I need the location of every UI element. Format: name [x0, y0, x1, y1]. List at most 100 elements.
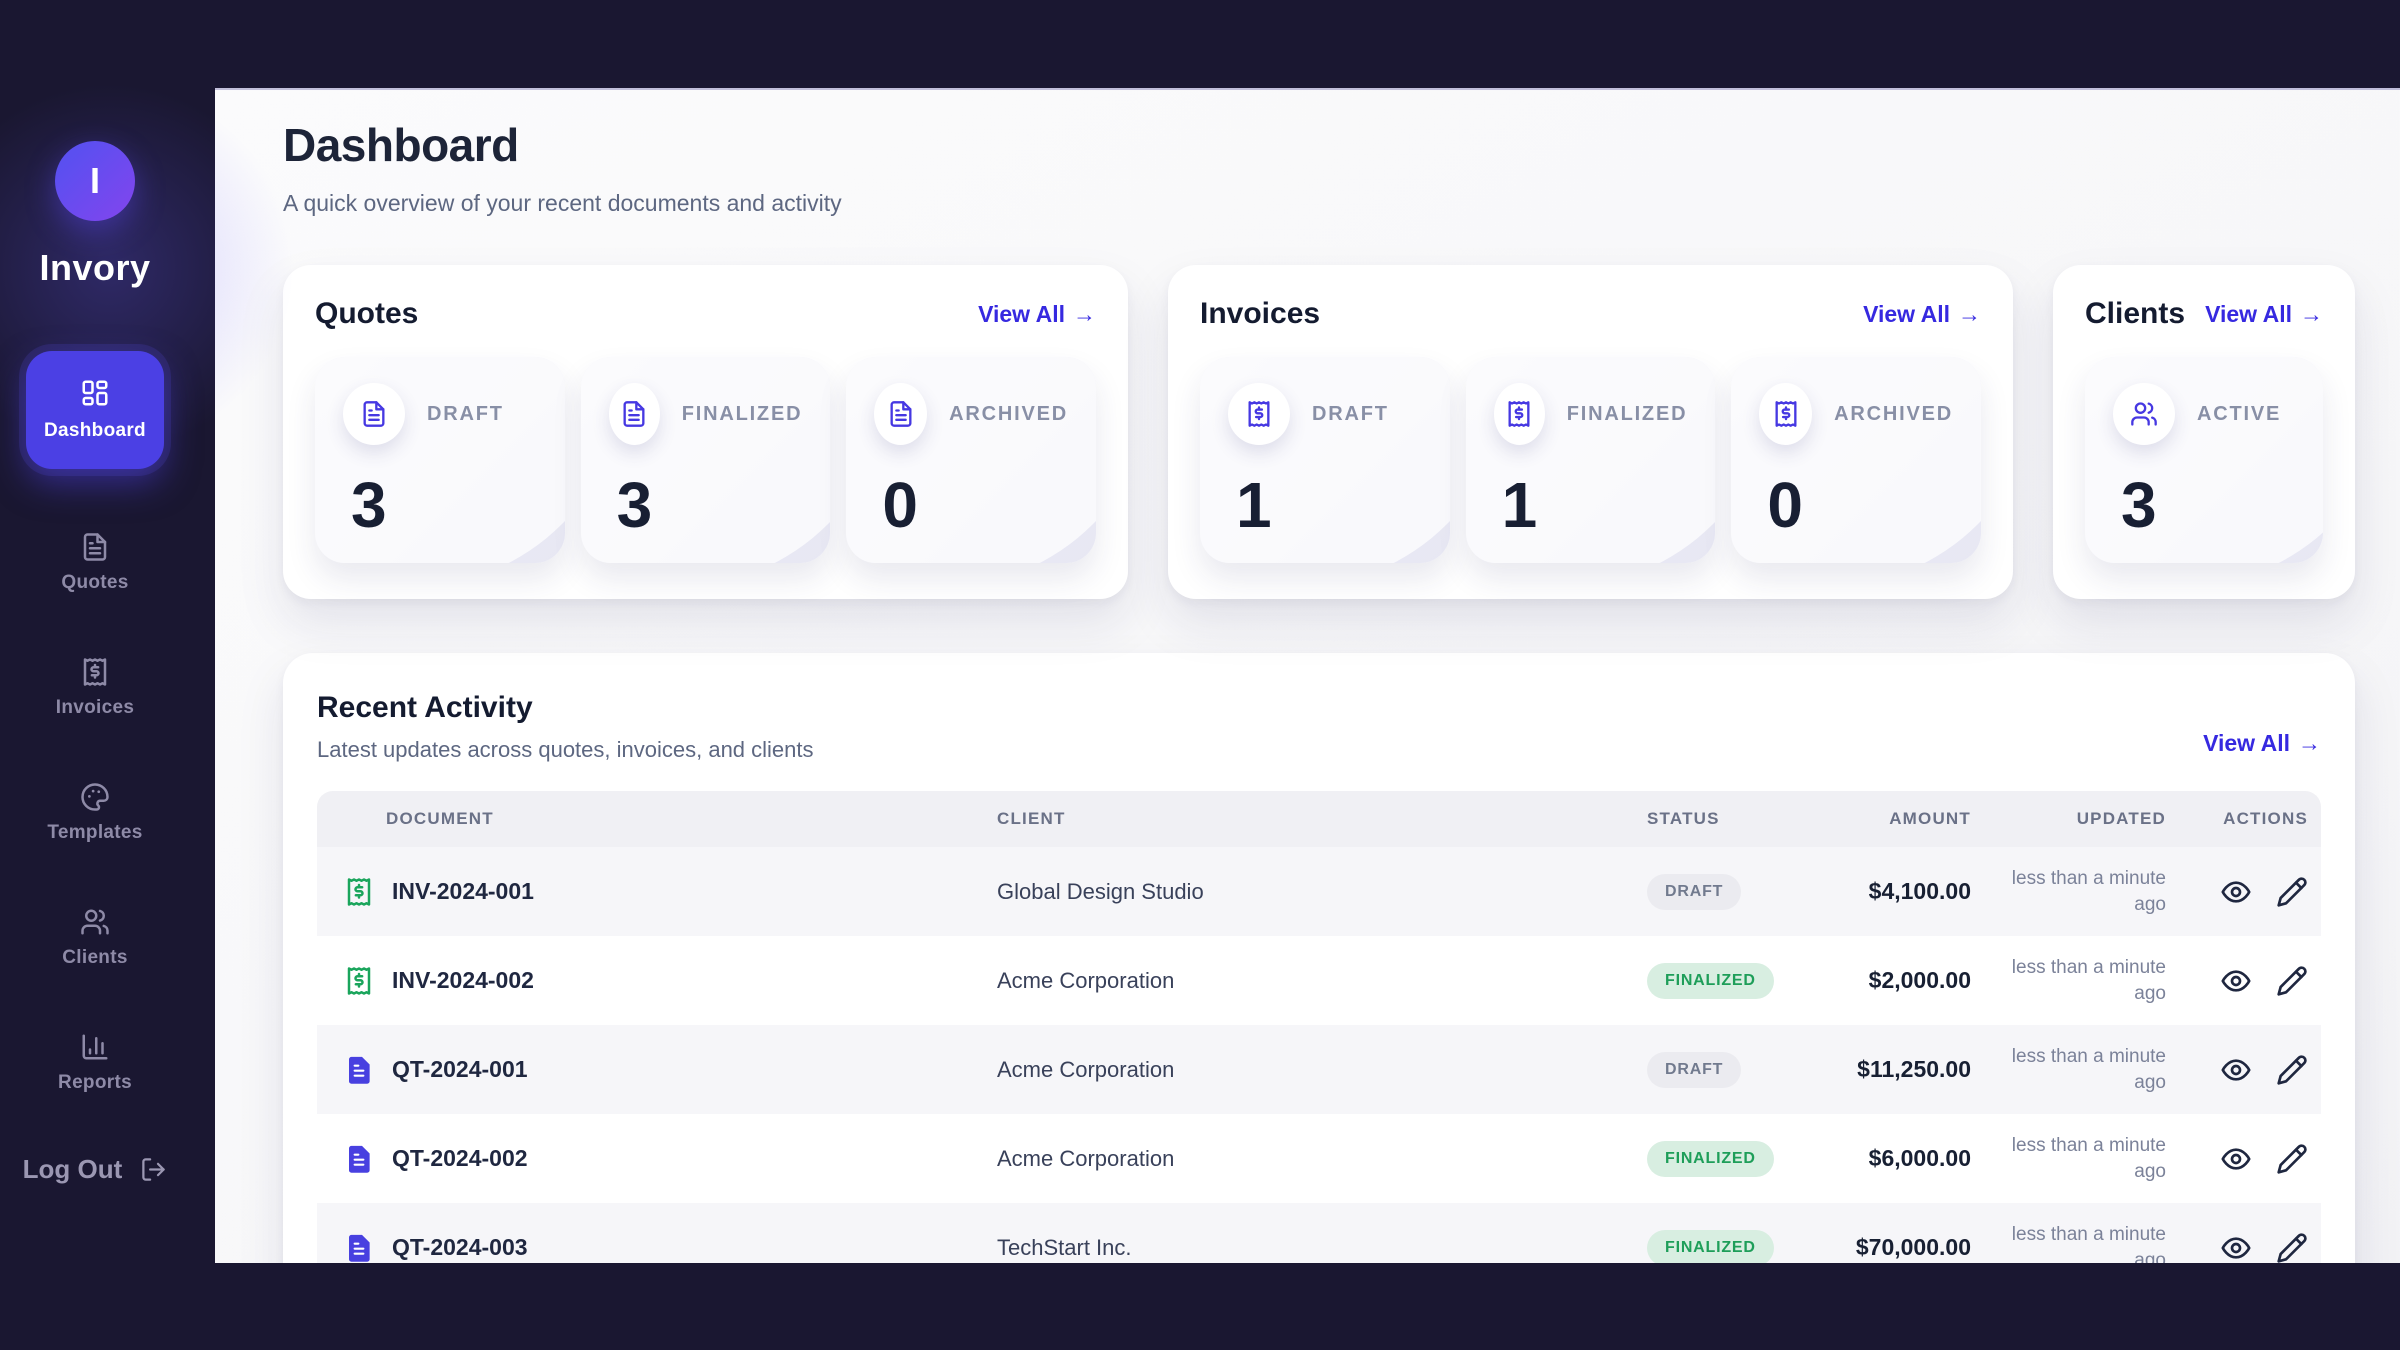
- logout-button[interactable]: Log Out: [0, 1154, 190, 1185]
- recent-activity-subtitle: Latest updates across quotes, invoices, …: [317, 737, 814, 762]
- stat-label: ARCHIVED: [1834, 402, 1954, 425]
- sidebar-item-reports[interactable]: Reports: [58, 1032, 132, 1094]
- table-row: INV-2024-001 Global Design Studio DRAFT …: [317, 847, 2321, 936]
- invoices-draft-tile: DRAFT 1: [1200, 357, 1450, 563]
- edit-button[interactable]: [2276, 965, 2308, 997]
- receipt-icon: [1759, 383, 1813, 445]
- invoices-card-title: Invoices: [1200, 297, 1321, 330]
- eye-icon: [2221, 1147, 2251, 1170]
- arrow-right-icon: →: [2298, 730, 2321, 756]
- eye-icon: [2221, 1058, 2251, 1081]
- sidebar-item-label: Invoices: [55, 697, 135, 718]
- quotes-card: Quotes View All → DRAFT 3: [283, 265, 1128, 599]
- column-header-document: DOCUMENT: [386, 809, 494, 828]
- recent-activity-card: Recent Activity Latest updates across qu…: [283, 653, 2355, 1263]
- app-name: Invory: [39, 247, 151, 288]
- view-all-label: View All: [2203, 730, 2290, 756]
- table-row: QT-2024-003 TechStart Inc. FINALIZED $70…: [317, 1203, 2321, 1263]
- invoices-view-all-link[interactable]: View All →: [1863, 301, 1981, 328]
- app-logo: I: [55, 141, 135, 221]
- status-badge: FINALIZED: [1647, 962, 1774, 999]
- view-button[interactable]: [2220, 1143, 2252, 1175]
- sidebar-item-label: Reports: [58, 1072, 132, 1093]
- receipt-icon: [1228, 383, 1290, 445]
- edit-button[interactable]: [2276, 1232, 2308, 1264]
- client-name: Global Design Studio: [997, 878, 1204, 904]
- view-all-label: View All: [1863, 300, 1950, 327]
- amount: $2,000.00: [1868, 967, 1971, 993]
- status-badge: DRAFT: [1647, 873, 1742, 910]
- invoices-finalized-tile: FINALIZED 1: [1465, 357, 1716, 563]
- stat-label: FINALIZED: [681, 402, 803, 425]
- app-logo-letter: I: [89, 160, 100, 201]
- stat-value: 3: [351, 469, 387, 541]
- sidebar-item-label: Dashboard: [44, 420, 146, 441]
- sidebar-item-label: Clients: [62, 947, 128, 968]
- file-text-icon: [83, 533, 107, 561]
- table-header-row: DOCUMENT CLIENT STATUS AMOUNT UPDATED AC…: [317, 791, 2321, 847]
- quotes-view-all-link[interactable]: View All →: [978, 301, 1096, 328]
- document-id: QT-2024-001: [392, 1056, 528, 1082]
- sidebar-item-quotes[interactable]: Quotes: [61, 532, 128, 594]
- updated-time: less than a minute ago: [2011, 1045, 2166, 1093]
- status-badge: FINALIZED: [1647, 1229, 1774, 1263]
- sidebar-item-clients[interactable]: Clients: [62, 907, 127, 969]
- document-id: QT-2024-002: [392, 1145, 528, 1171]
- file-text-icon: [343, 383, 405, 445]
- sidebar-item-dashboard[interactable]: Dashboard: [26, 351, 164, 469]
- activity-view-all-link[interactable]: View All →: [2203, 730, 2321, 757]
- quotes-archived-tile: ARCHIVED 0: [846, 357, 1097, 563]
- updated-time: less than a minute ago: [2011, 956, 2166, 1004]
- clients-view-all-link[interactable]: View All →: [2205, 301, 2323, 328]
- users-icon: [81, 909, 109, 935]
- clients-card-title: Clients: [2085, 297, 2186, 330]
- stat-value: 0: [1767, 469, 1803, 541]
- stat-value: 1: [1236, 469, 1272, 541]
- quotes-finalized-tile: FINALIZED 3: [580, 357, 831, 563]
- view-button[interactable]: [2220, 1232, 2252, 1264]
- invoices-card: Invoices View All → DRAFT 1: [1168, 265, 2013, 599]
- sidebar-item-invoices[interactable]: Invoices: [56, 657, 134, 719]
- clients-card: Clients View All → ACTIVE 3: [2053, 265, 2355, 599]
- status-badge: FINALIZED: [1647, 1140, 1774, 1177]
- view-all-label: View All: [978, 300, 1065, 327]
- receipt-icon: [347, 877, 371, 906]
- arrow-right-icon: →: [2300, 300, 2323, 327]
- stat-label: FINALIZED: [1566, 402, 1688, 425]
- edit-button[interactable]: [2276, 876, 2308, 908]
- view-button[interactable]: [2220, 965, 2252, 997]
- pencil-icon: [2277, 965, 2307, 996]
- pencil-icon: [2277, 1143, 2307, 1174]
- stat-value: 1: [1501, 469, 1538, 541]
- document-id: QT-2024-003: [392, 1234, 528, 1260]
- amount: $6,000.00: [1868, 1145, 1971, 1171]
- recent-activity-title: Recent Activity: [317, 691, 533, 724]
- amount: $11,250.00: [1857, 1056, 1971, 1082]
- document-id: INV-2024-002: [392, 967, 534, 993]
- quotes-draft-tile: DRAFT 3: [315, 357, 565, 563]
- view-button[interactable]: [2220, 876, 2252, 908]
- stat-label: ARCHIVED: [949, 402, 1069, 425]
- status-badge: DRAFT: [1647, 1051, 1742, 1088]
- stat-value: 0: [882, 469, 918, 541]
- column-header-client: CLIENT: [997, 809, 1066, 828]
- stat-value: 3: [616, 469, 653, 541]
- table-row: QT-2024-001 Acme Corporation DRAFT $11,2…: [317, 1025, 2321, 1114]
- arrow-right-icon: →: [1958, 300, 1981, 327]
- pencil-icon: [2277, 1054, 2307, 1085]
- edit-button[interactable]: [2276, 1054, 2308, 1086]
- sidebar-item-templates[interactable]: Templates: [47, 782, 142, 844]
- view-all-label: View All: [2205, 300, 2292, 327]
- clients-active-tile: ACTIVE 3: [2085, 357, 2323, 563]
- view-button[interactable]: [2220, 1054, 2252, 1086]
- updated-time: less than a minute ago: [2011, 1223, 2166, 1263]
- edit-button[interactable]: [2276, 1143, 2308, 1175]
- sidebar-item-label: Templates: [47, 822, 143, 843]
- table-row: INV-2024-002 Acme Corporation FINALIZED …: [317, 936, 2321, 1025]
- stat-label: ACTIVE: [2197, 402, 2282, 425]
- stat-label: DRAFT: [427, 402, 504, 425]
- main-content: Dashboard A quick overview of your recen…: [215, 88, 2400, 1263]
- stat-label: DRAFT: [1312, 402, 1389, 425]
- file-text-icon: [347, 1233, 371, 1263]
